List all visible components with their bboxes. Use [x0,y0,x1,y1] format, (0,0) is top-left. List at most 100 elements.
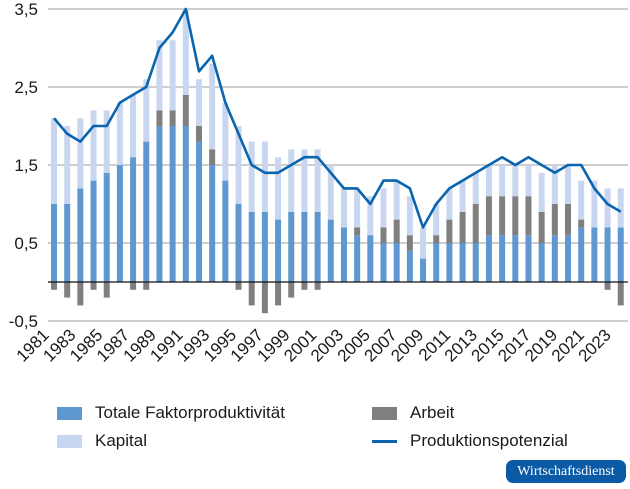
bar-tfp [143,141,150,282]
bar-kapital [485,165,492,197]
bar-tfp [327,219,334,282]
bar-arbeit [64,282,71,298]
bar-tfp [235,204,242,282]
bar-kapital [90,110,97,181]
line-produktionspotenzial [53,7,622,229]
legend-item-arbeit: Arbeit [372,403,454,423]
bar-arbeit [169,110,176,126]
bar-tfp [472,243,479,282]
bar-kapital [116,102,123,165]
bar-arbeit [301,282,308,290]
x-tick-label: 2023 [575,325,615,365]
chart: -0,50,51,52,53,5198119831985198719891991… [9,0,628,366]
bar-tfp [446,243,453,282]
bar-arbeit [485,196,492,236]
bar-arbeit [90,282,97,290]
bar-kapital [288,149,295,212]
legend-swatch-kapital [57,434,82,448]
bar-kapital [354,188,361,228]
bar-tfp [525,235,532,282]
bar-kapital [472,172,479,204]
bar-kapital [446,188,453,220]
bar-arbeit [195,126,202,142]
bar-arbeit [182,94,189,126]
bar-tfp [301,211,308,282]
bar-kapital [525,165,532,197]
bar-kapital [222,102,229,181]
bar-kapital [420,227,427,259]
bar-tfp [578,227,585,282]
bar-tfp [130,157,137,282]
bar-arbeit [512,196,519,236]
bar-arbeit [406,235,413,251]
bar-tfp [340,227,347,282]
bar-kapital [565,165,572,204]
bar-arbeit [551,204,558,236]
bar-tfp [103,172,110,282]
legend-line-potenzial [372,439,397,443]
legend-label-potenzial: Produktionspotenzial [410,431,568,450]
bar-kapital [578,180,585,220]
bar-arbeit [209,149,216,165]
bar-tfp [617,227,624,282]
bar-tfp [433,243,440,282]
bar-arbeit [354,227,361,236]
bar-arbeit [288,282,295,298]
bar-kapital [143,79,150,142]
bar-tfp [275,219,282,282]
bar-tfp [591,227,598,282]
bar-kapital [130,94,137,158]
y-tick-label: 1,5 [14,156,38,175]
bar-kapital [64,126,71,204]
bar-tfp [90,180,97,282]
bar-kapital [248,141,255,212]
bar-tfp [420,258,427,282]
bar-tfp [512,235,519,282]
bar-arbeit [446,219,453,243]
legend-label-kapital: Kapital [95,431,147,450]
bar-tfp [248,211,255,282]
bar-kapital [103,110,110,173]
y-tick-label: 0,5 [14,234,38,253]
bar-kapital [604,188,611,228]
bar-kapital [367,196,374,236]
bar-tfp [459,243,466,282]
bar-kapital [327,165,334,220]
bar-tfp [64,204,71,282]
bar-kapital [195,79,202,126]
legend-item-potenzial: Produktionspotenzial [372,431,568,451]
bar-kapital [380,188,387,228]
bar-tfp [380,243,387,282]
bar-arbeit [525,196,532,236]
bar-arbeit [472,204,479,243]
y-tick-label: 2,5 [14,78,38,97]
bar-arbeit [130,282,137,290]
bar-tfp [288,211,295,282]
bar-tfp [195,141,202,282]
brand-badge: Wirtschaftsdienst [506,460,626,483]
bar-tfp [51,204,57,282]
bar-tfp [604,227,611,282]
bar-kapital [275,157,282,220]
bar-arbeit [248,282,255,306]
bar-arbeit [459,211,466,243]
bar-tfp [354,235,361,282]
bar-kapital [591,180,598,228]
bar-arbeit [156,110,163,126]
bar-tfp [551,235,558,282]
legend-label-arbeit: Arbeit [410,403,455,422]
bar-arbeit [314,282,321,290]
bar-tfp [156,126,163,282]
bar-kapital [209,63,216,150]
bar-kapital [393,180,400,220]
legend-item-tfp: Totale Faktorproduktivität [57,403,285,423]
bar-arbeit [261,282,268,314]
bar-kapital [169,40,176,111]
bar-tfp [116,165,123,282]
bar-kapital [433,204,440,236]
bar-arbeit [499,196,506,236]
bar-arbeit [51,282,57,290]
bar-kapital [77,118,84,189]
bar-arbeit [617,282,624,306]
bar-kapital [538,172,545,212]
